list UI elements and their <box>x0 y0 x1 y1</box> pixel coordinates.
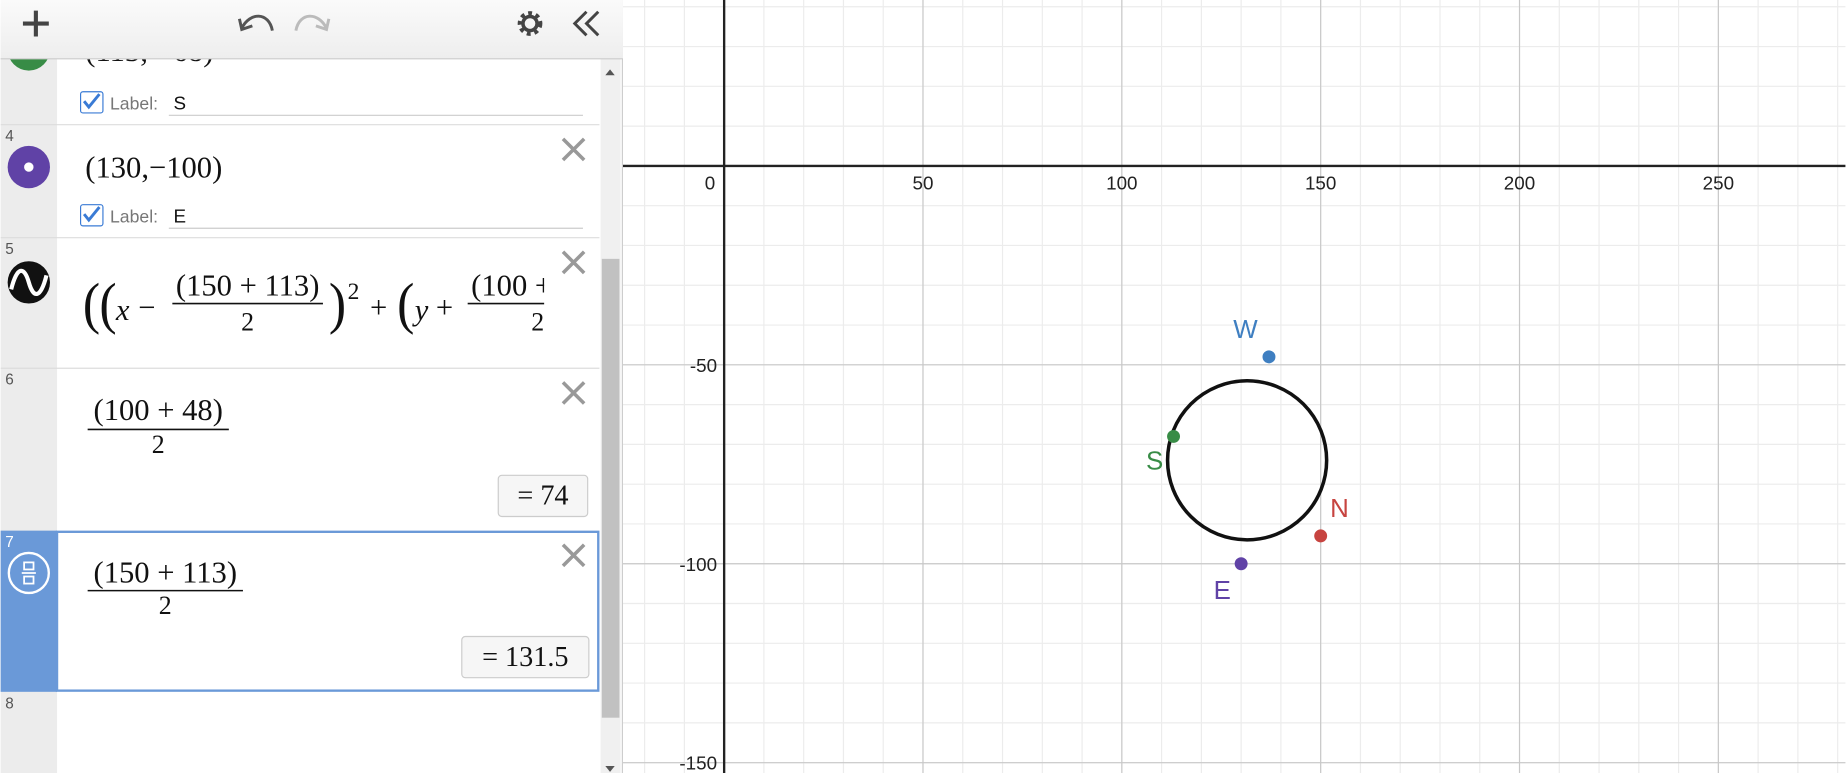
point-label: S <box>1146 447 1163 475</box>
graph-bg <box>622 0 1846 773</box>
collapse-button[interactable] <box>572 10 600 37</box>
label-text[interactable]: S <box>174 92 187 113</box>
operator: + <box>370 291 387 325</box>
fraction-icon-part <box>23 575 35 585</box>
x-tick-label: 50 <box>913 172 934 193</box>
label-text[interactable]: E <box>174 205 187 226</box>
expression: (130,−100) <box>85 151 222 185</box>
settings-ring <box>521 14 539 33</box>
point-icon-dot <box>24 162 34 172</box>
numerator: (150 + 113) <box>94 555 238 589</box>
graph-area[interactable]: 0 50 100 150 200 250 -50 -100 -150 W S N E <box>622 0 1846 773</box>
delete-button[interactable] <box>561 250 586 275</box>
x-tick-label: 200 <box>1504 172 1535 193</box>
paren: ) <box>329 272 346 335</box>
row-number: 6 <box>5 372 14 389</box>
paren: ( <box>83 272 100 335</box>
row-number: 4 <box>5 128 14 145</box>
numerator: (150 + 113) <box>176 268 319 302</box>
point-label: W <box>1233 316 1258 344</box>
y-tick-label: -50 <box>690 355 717 376</box>
check <box>82 93 101 110</box>
row-number: 5 <box>5 241 14 258</box>
row-number: 7 <box>5 534 14 551</box>
delete-button[interactable] <box>561 543 586 568</box>
variable: x <box>115 293 130 327</box>
curve-icon-wave <box>9 268 49 296</box>
row-number: 8 <box>5 695 14 712</box>
point <box>1262 350 1276 364</box>
redo-button[interactable] <box>294 14 331 32</box>
point <box>1167 429 1181 443</box>
x-tick-label: 0 <box>705 172 715 193</box>
result-box <box>497 474 589 518</box>
x-tick-label: 150 <box>1305 172 1336 193</box>
point-label: N <box>1330 495 1349 523</box>
denominator: 2 <box>531 308 544 337</box>
expression: (113, −68) <box>85 34 213 68</box>
denominator: 2 <box>159 591 172 620</box>
denominator: 2 <box>241 308 254 337</box>
point-label: E <box>1214 577 1231 605</box>
x-tick-label: 250 <box>1703 172 1734 193</box>
add-button[interactable] <box>22 10 49 37</box>
point-icon[interactable] <box>8 28 50 71</box>
point <box>1234 557 1248 571</box>
result-box <box>461 635 590 679</box>
exponent: 2 <box>348 279 360 305</box>
selected-gutter <box>0 530 58 692</box>
operator: − <box>138 291 155 325</box>
x-tick-label: 100 <box>1106 172 1137 193</box>
operator: + <box>436 291 453 325</box>
denominator: 2 <box>152 430 165 459</box>
result: = 74 <box>517 481 568 512</box>
check <box>82 206 101 223</box>
numerator: (100 + 48) <box>94 393 223 427</box>
fraction-icon-part <box>23 561 35 571</box>
label-caption: Label: <box>110 206 158 226</box>
y-tick-label: -150 <box>679 753 717 773</box>
delete-button[interactable] <box>561 137 586 162</box>
paren: ( <box>397 272 414 335</box>
fraction-icon[interactable] <box>7 551 50 595</box>
expression-panel: (113, −68) Label: S 4 (130,−100) Label: … <box>0 0 623 773</box>
scrollbar-thumb[interactable] <box>601 258 620 718</box>
paren: ( <box>99 272 116 335</box>
y-tick-label: -100 <box>679 554 717 575</box>
label-caption: Label: <box>110 93 158 113</box>
delete-button[interactable] <box>561 381 586 405</box>
circle-curve <box>1165 378 1329 542</box>
numerator: (100 + <box>471 268 552 302</box>
variable: y <box>412 293 429 327</box>
result: = 131.5 <box>482 642 568 673</box>
point <box>1314 529 1328 543</box>
undo-button[interactable] <box>237 14 274 32</box>
settings-button[interactable] <box>517 11 543 36</box>
